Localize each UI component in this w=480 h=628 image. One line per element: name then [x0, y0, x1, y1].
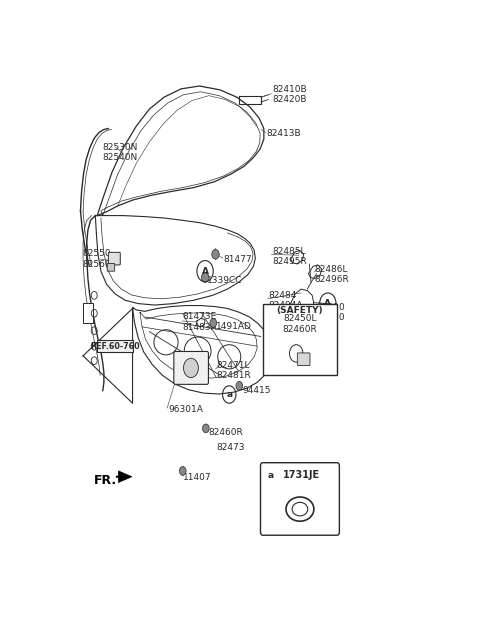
Text: 82484
82494A: 82484 82494A — [268, 291, 303, 310]
FancyBboxPatch shape — [261, 463, 339, 535]
Text: 1339CC: 1339CC — [207, 276, 242, 285]
Text: 82530N
82540N: 82530N 82540N — [103, 143, 138, 163]
Text: a: a — [268, 471, 274, 480]
FancyBboxPatch shape — [83, 303, 94, 323]
Circle shape — [212, 249, 219, 259]
Text: 82471L
82481R: 82471L 82481R — [216, 360, 251, 380]
Text: 81310
81320: 81310 81320 — [317, 303, 346, 322]
Text: 82485L
82495R: 82485L 82495R — [272, 247, 307, 266]
Text: 1491AD: 1491AD — [216, 322, 252, 332]
Text: 96301A: 96301A — [168, 406, 203, 414]
Text: 82460R: 82460R — [209, 428, 243, 436]
Text: 82486L
82496R: 82486L 82496R — [315, 265, 349, 284]
FancyBboxPatch shape — [107, 264, 115, 271]
Text: (SAFETY): (SAFETY) — [276, 306, 323, 315]
Text: 94415: 94415 — [242, 386, 271, 395]
Text: 81473E
81483A: 81473E 81483A — [183, 312, 217, 332]
Circle shape — [180, 467, 186, 475]
FancyBboxPatch shape — [97, 340, 132, 352]
Circle shape — [183, 358, 198, 377]
Text: REF.60-760: REF.60-760 — [90, 342, 140, 350]
FancyBboxPatch shape — [108, 252, 120, 265]
Polygon shape — [119, 471, 132, 482]
Text: 1731JE: 1731JE — [283, 470, 320, 480]
FancyBboxPatch shape — [297, 353, 310, 365]
FancyBboxPatch shape — [174, 352, 208, 384]
Text: 82550
82560: 82550 82560 — [83, 249, 111, 269]
Text: a: a — [226, 390, 232, 399]
Text: A: A — [202, 267, 209, 276]
Text: 81477: 81477 — [224, 254, 252, 264]
Text: 11407: 11407 — [183, 473, 211, 482]
FancyBboxPatch shape — [263, 303, 337, 375]
Text: 82413B: 82413B — [266, 129, 301, 138]
Circle shape — [210, 318, 216, 327]
Circle shape — [236, 381, 243, 390]
Circle shape — [203, 424, 209, 433]
Text: A: A — [324, 299, 331, 308]
Circle shape — [202, 273, 209, 283]
Text: 82450L
82460R: 82450L 82460R — [283, 314, 317, 333]
Text: 82473: 82473 — [216, 443, 245, 452]
Text: 82410B
82420B: 82410B 82420B — [272, 85, 307, 104]
Text: FR.: FR. — [94, 474, 117, 487]
